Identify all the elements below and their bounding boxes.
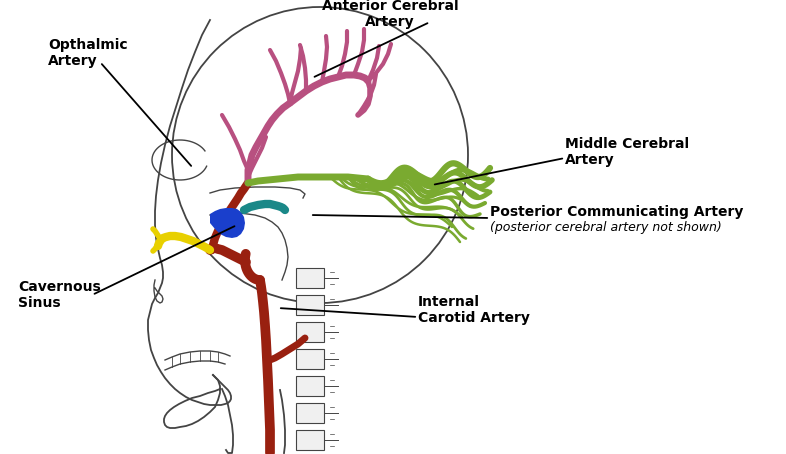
Bar [296,295,324,315]
Bar [296,322,324,342]
Text: Anterior Cerebral
Artery: Anterior Cerebral Artery [321,0,458,29]
Text: Opthalmic
Artery: Opthalmic Artery [48,38,127,68]
Bar [296,430,324,450]
Polygon shape [210,208,245,238]
Bar [296,268,324,288]
Text: Internal
Carotid Artery: Internal Carotid Artery [418,295,530,325]
Text: (posterior cerebral artery not shown): (posterior cerebral artery not shown) [490,222,722,235]
Text: Cavernous
Sinus: Cavernous Sinus [18,280,101,310]
Bar [296,403,324,423]
Text: Middle Cerebral
Artery: Middle Cerebral Artery [565,137,689,167]
Bar [296,349,324,369]
Text: Posterior Communicating Artery: Posterior Communicating Artery [490,205,744,219]
Bar [296,376,324,396]
